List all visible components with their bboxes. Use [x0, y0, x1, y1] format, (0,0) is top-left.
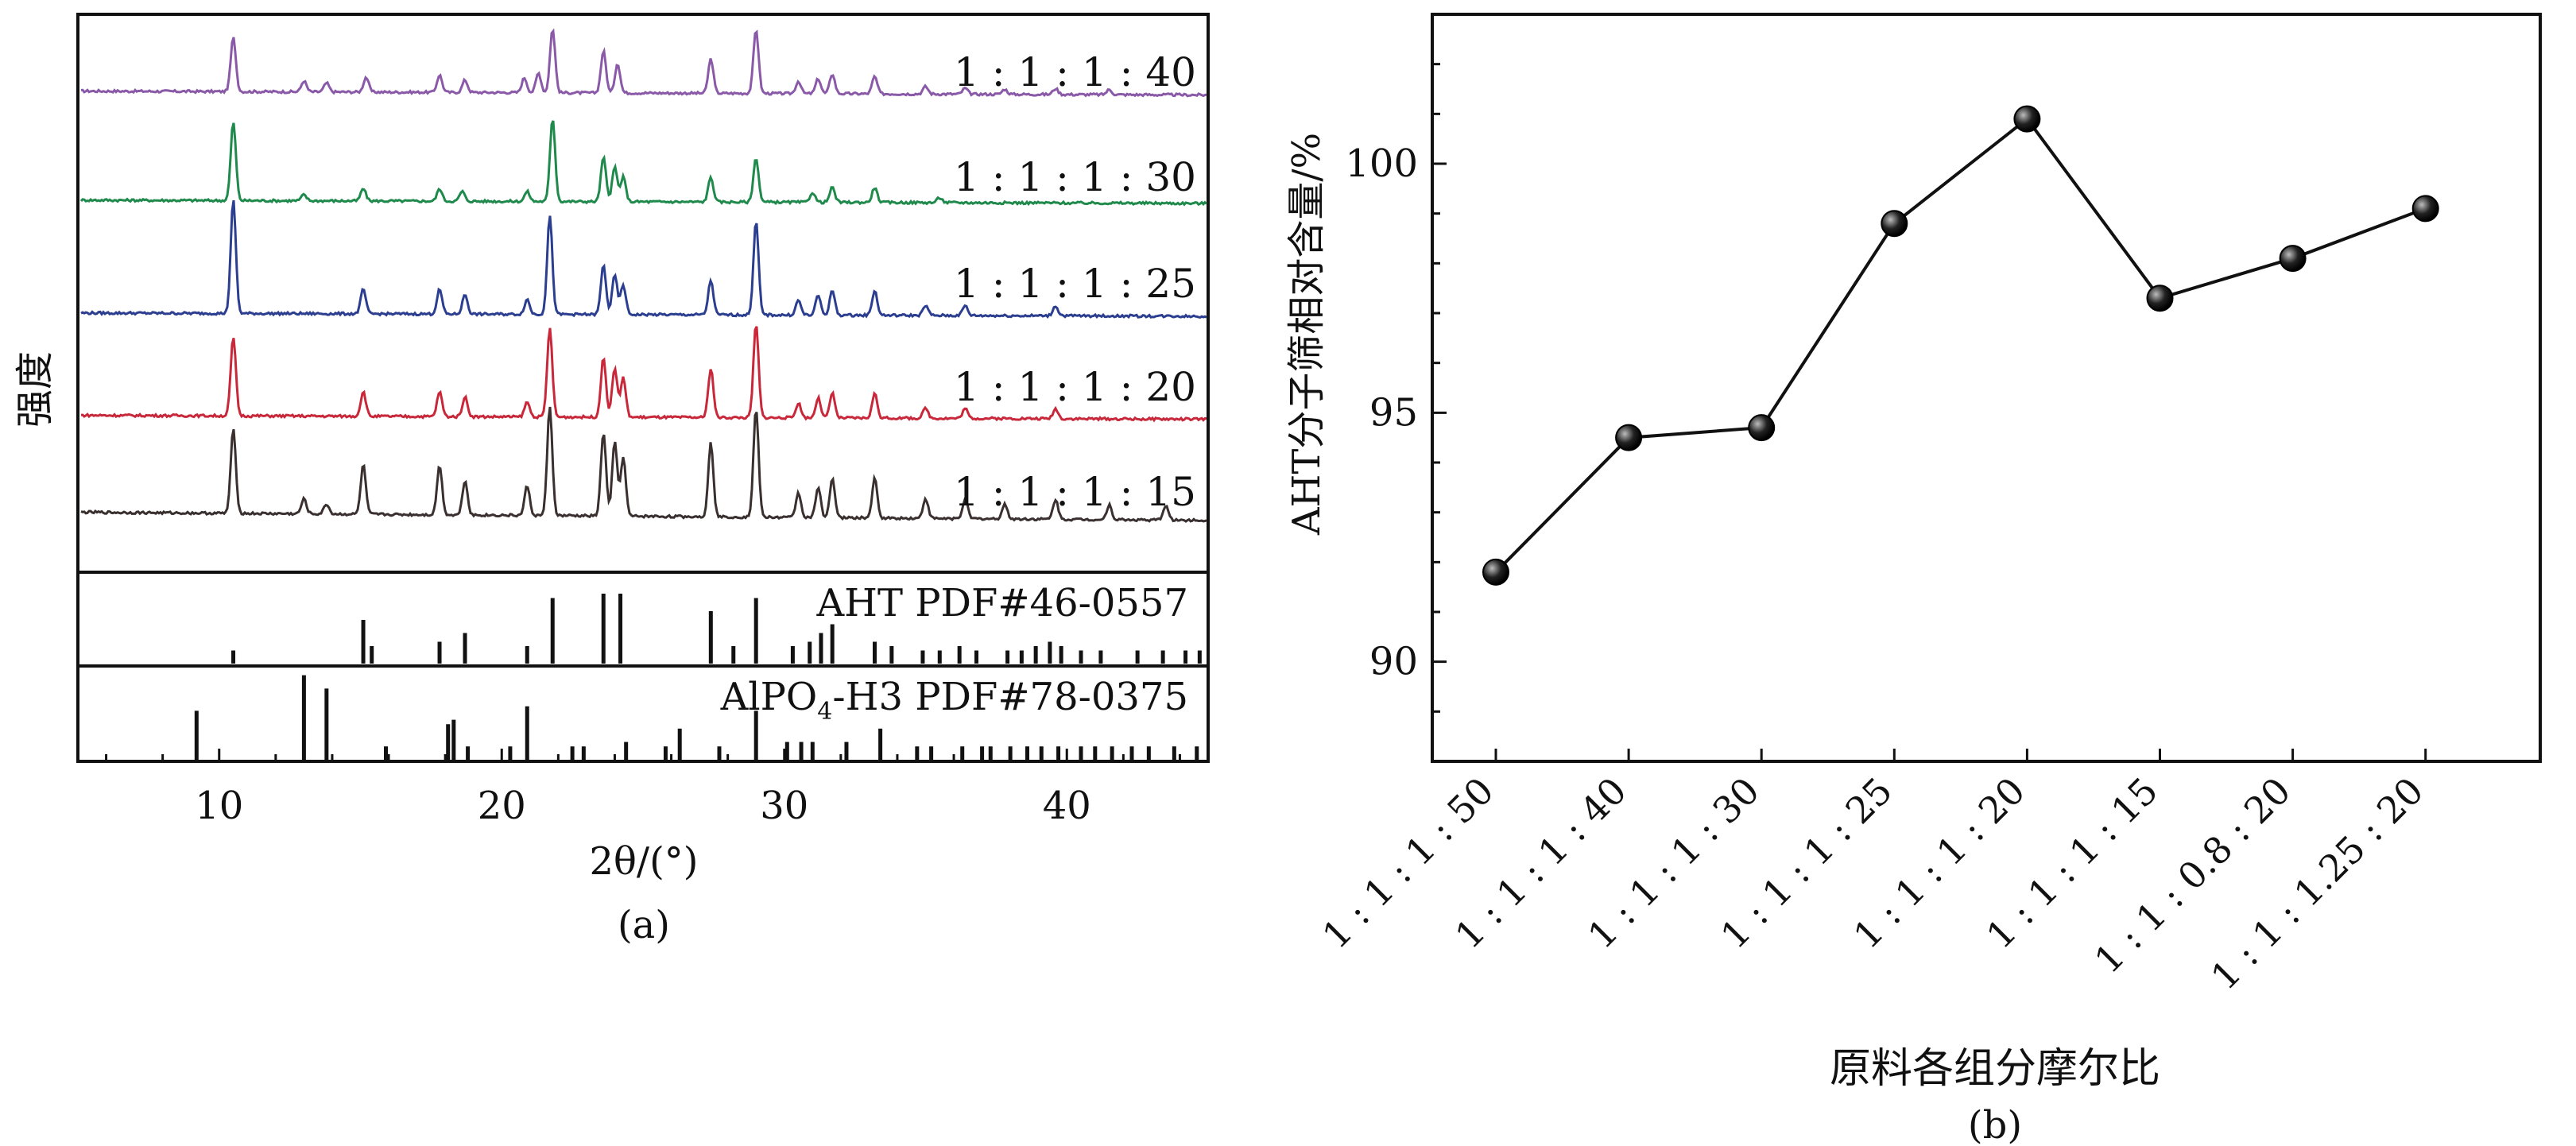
panel-a-patterns: 1 : 1 : 1 : 40 1 : 1 : 1 : 30 1 : 1 : 1 : …	[79, 28, 1208, 523]
panel-a-ylabel: 强度	[13, 351, 57, 428]
y-tick-label: 95	[1369, 390, 1418, 435]
panel-b-xlabel: 原料各组分摩尔比	[1830, 1045, 2160, 1093]
panel-b-content-chart: 90 95 100 1 : 1 : 1 : 501 : 1 : 1 : 401 : …	[1284, 13, 2542, 1146]
data-point	[1482, 558, 1509, 586]
panel-b-series	[1482, 105, 2439, 586]
panel-b-frame	[1431, 13, 2542, 763]
panel-a-label: (a)	[618, 903, 670, 947]
panel-b-x-axis: 1 : 1 : 1 : 501 : 1 : 1 : 401 : 1 : 1 : …	[1314, 749, 2431, 998]
xrd-pattern-line	[80, 28, 1207, 98]
panel-b-label: (b)	[1968, 1103, 2022, 1146]
xrd-pattern-line	[80, 199, 1207, 319]
x-tick-label: 30	[760, 784, 808, 828]
panel-b-y-axis: 90 95 100	[1345, 63, 1447, 713]
data-point	[2146, 285, 2174, 312]
x-tick-label: 20	[478, 784, 526, 828]
data-point	[1881, 210, 1908, 238]
panel-a-x-axis: 10 20 30 40	[105, 749, 1181, 828]
panel-a-reference-sticks	[194, 594, 1202, 760]
panel-b-ylabel: AHT分子筛相对含量/%	[1284, 133, 1329, 536]
xrd-series-label: 1 : 1 : 1 : 20	[954, 364, 1196, 410]
xrd-pattern-line	[80, 406, 1207, 523]
panel-a-frame	[76, 13, 1210, 763]
panel-a-xlabel: 2θ/(°)	[589, 839, 698, 884]
xrd-series-label: 1 : 1 : 1 : 30	[954, 154, 1196, 200]
data-point	[1615, 424, 1643, 451]
content-line	[1494, 116, 2427, 574]
y-tick-label: 100	[1345, 141, 1418, 186]
xrd-series-label: 1 : 1 : 1 : 40	[954, 49, 1196, 95]
data-point	[2411, 195, 2439, 223]
x-tick-label: 40	[1043, 784, 1091, 828]
reference-label-aht: AHT PDF#46-0557	[815, 581, 1188, 625]
xrd-series-label: 1 : 1 : 1 : 15	[954, 469, 1196, 515]
panel-a-xrd-chart: 1 : 1 : 1 : 40 1 : 1 : 1 : 30 1 : 1 : 1 : …	[13, 13, 1210, 947]
data-point	[2013, 105, 2041, 133]
xrd-pattern-line	[79, 120, 1208, 207]
x-tick-label: 10	[195, 784, 243, 828]
xrd-pattern-line	[80, 326, 1207, 423]
data-point	[1748, 414, 1776, 442]
data-point	[2279, 245, 2307, 273]
y-tick-label: 90	[1369, 640, 1418, 684]
xrd-series-label: 1 : 1 : 1 : 25	[954, 261, 1196, 307]
reference-label-alpo4: AlPO4-H3 PDF#78-0375	[720, 675, 1188, 726]
